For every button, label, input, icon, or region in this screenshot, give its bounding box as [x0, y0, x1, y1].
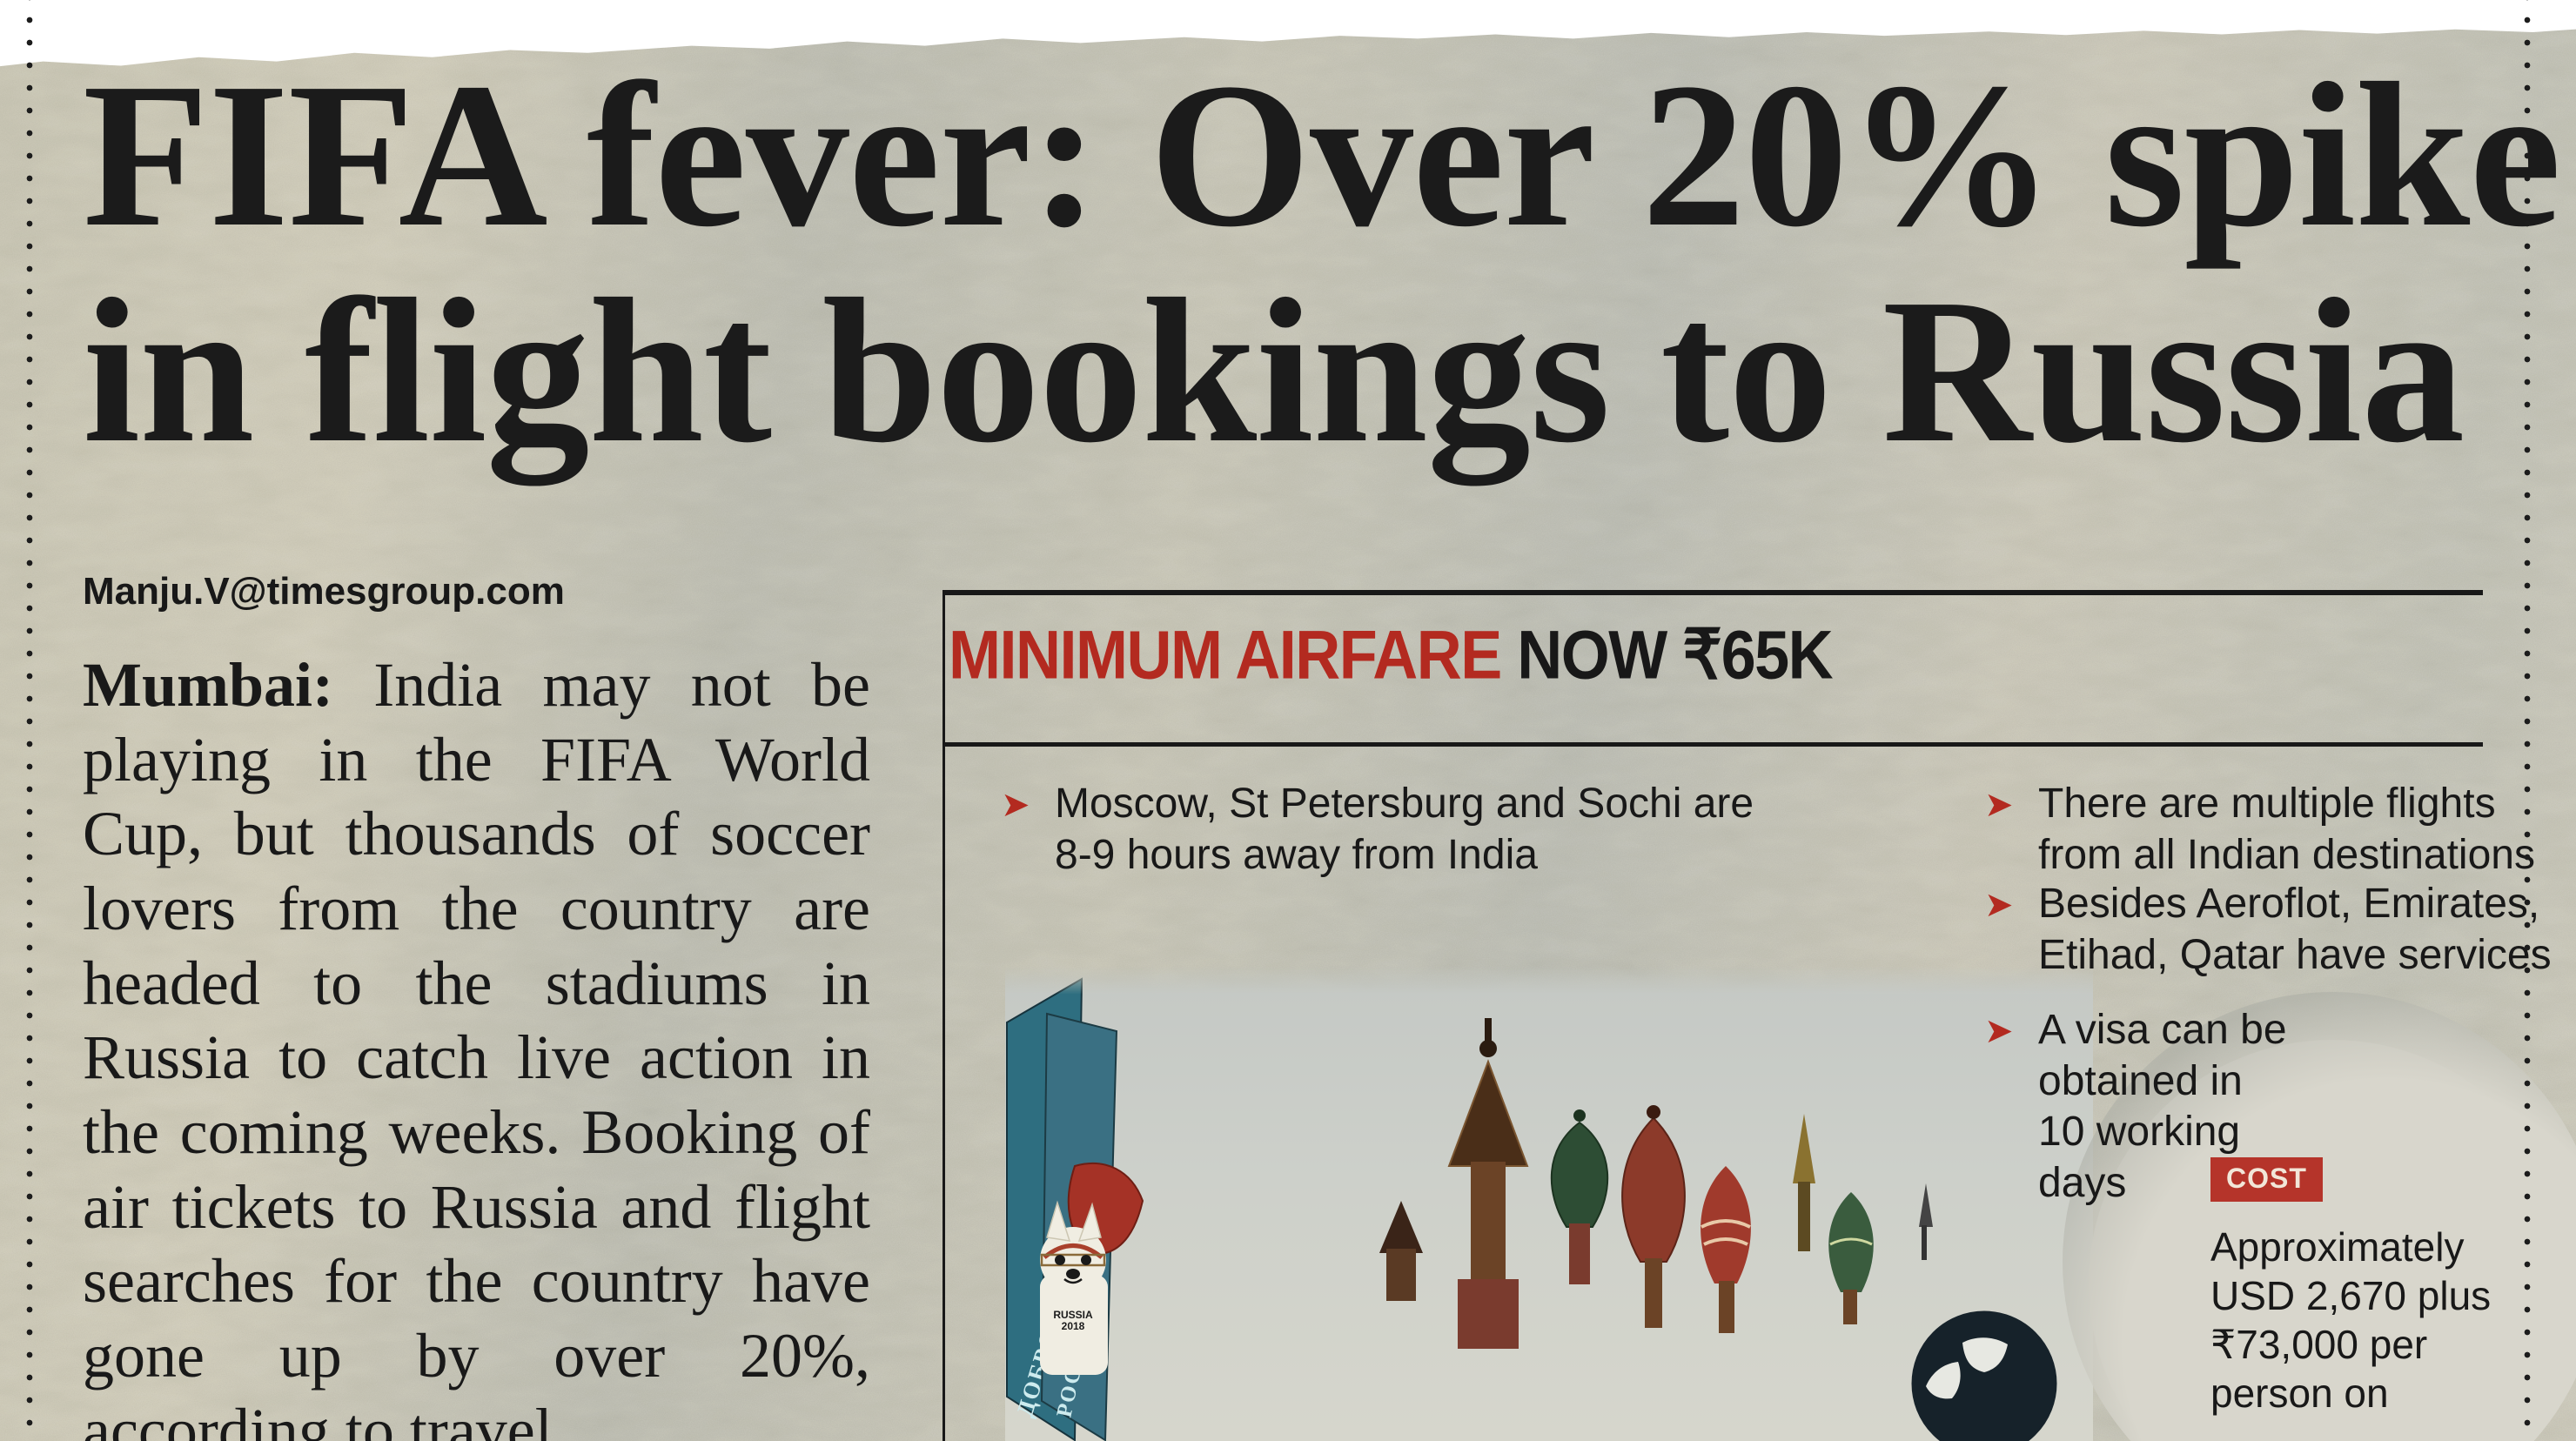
svg-text:2018: 2018	[1062, 1320, 1085, 1332]
svg-text:RUSSIA: RUSSIA	[1053, 1309, 1093, 1321]
